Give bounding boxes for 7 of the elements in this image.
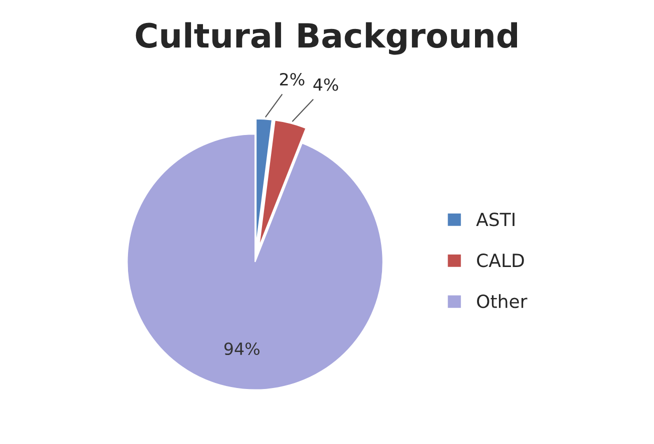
chart-title: Cultural Background [136, 22, 518, 55]
legend-label: CALD [477, 254, 524, 268]
data-label: 4% [313, 78, 338, 91]
legend-label: Other [477, 294, 528, 308]
data-label: 94% [224, 342, 260, 356]
legend-label: ASTI [476, 212, 514, 226]
data-label: 2% [280, 72, 304, 86]
